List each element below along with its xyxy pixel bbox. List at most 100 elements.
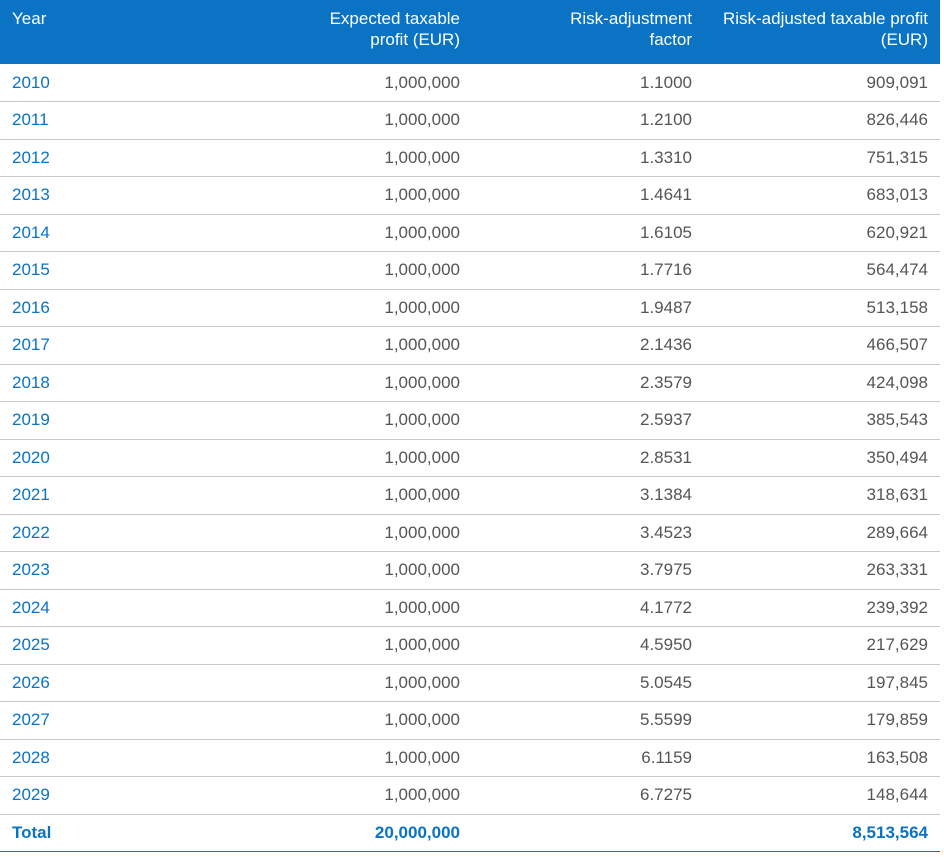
value-cell: 513,158 bbox=[704, 289, 940, 327]
value-cell: 179,859 bbox=[704, 701, 940, 740]
header-text: Risk-adjustment factor bbox=[570, 9, 692, 49]
value-cell: 1.6105 bbox=[472, 214, 704, 252]
table-row: 2023 1,000,000 3.7975 263,331 bbox=[0, 551, 940, 590]
value-cell: 239,392 bbox=[704, 589, 940, 627]
value-cell: 1,000,000 bbox=[220, 589, 472, 627]
value-cell: 683,013 bbox=[704, 176, 940, 215]
value-cell: 1.3310 bbox=[472, 139, 704, 177]
value-cell: 1,000,000 bbox=[220, 626, 472, 665]
year-cell: 2029 bbox=[0, 776, 220, 815]
value-cell: 3.7975 bbox=[472, 551, 704, 590]
value-cell: 1.4641 bbox=[472, 176, 704, 215]
table-row: 2013 1,000,000 1.4641 683,013 bbox=[0, 176, 940, 215]
value-cell: 2.3579 bbox=[472, 364, 704, 402]
year-cell: 2022 bbox=[0, 514, 220, 552]
header-text: Risk-adjusted taxable profit (EUR) bbox=[722, 9, 928, 49]
year-cell: 2025 bbox=[0, 626, 220, 665]
value-cell: 1,000,000 bbox=[220, 514, 472, 552]
table-row: 2022 1,000,000 3.4523 289,664 bbox=[0, 514, 940, 552]
year-cell: 2010 bbox=[0, 64, 220, 102]
table-row: 2012 1,000,000 1.3310 751,315 bbox=[0, 139, 940, 177]
value-cell: 1,000,000 bbox=[220, 439, 472, 477]
value-cell: 1,000,000 bbox=[220, 139, 472, 177]
empty-cell bbox=[472, 814, 704, 852]
year-cell: 2020 bbox=[0, 439, 220, 477]
value-cell: 2.8531 bbox=[472, 439, 704, 477]
value-cell: 751,315 bbox=[704, 139, 940, 177]
value-cell: 163,508 bbox=[704, 739, 940, 777]
value-cell: 5.0545 bbox=[472, 664, 704, 702]
header-cell: Year bbox=[0, 0, 220, 64]
table-row: 2021 1,000,000 3.1384 318,631 bbox=[0, 476, 940, 515]
year-cell: 2017 bbox=[0, 326, 220, 365]
year-cell: 2012 bbox=[0, 139, 220, 177]
value-cell: 3.1384 bbox=[472, 476, 704, 515]
value-cell: 1,000,000 bbox=[220, 401, 472, 440]
value-cell: 424,098 bbox=[704, 364, 940, 402]
value-cell: 909,091 bbox=[704, 64, 940, 102]
value-cell: 1,000,000 bbox=[220, 251, 472, 290]
value-cell: 385,543 bbox=[704, 401, 940, 440]
table-row: 2019 1,000,000 2.5937 385,543 bbox=[0, 401, 940, 440]
year-cell: 2019 bbox=[0, 401, 220, 440]
value-cell: 1,000,000 bbox=[220, 476, 472, 515]
value-cell: 5.5599 bbox=[472, 701, 704, 740]
value-cell: 466,507 bbox=[704, 326, 940, 365]
table-row: 2011 1,000,000 1.2100 826,446 bbox=[0, 101, 940, 140]
value-cell: 2.1436 bbox=[472, 326, 704, 365]
value-cell: 263,331 bbox=[704, 551, 940, 590]
value-cell: 1,000,000 bbox=[220, 289, 472, 327]
table-row: 2027 1,000,000 5.5599 179,859 bbox=[0, 701, 940, 740]
value-cell: 564,474 bbox=[704, 251, 940, 290]
value-cell: 1,000,000 bbox=[220, 64, 472, 102]
year-cell: 2016 bbox=[0, 289, 220, 327]
year-cell: 2024 bbox=[0, 589, 220, 627]
year-cell: 2023 bbox=[0, 551, 220, 590]
year-cell: 2013 bbox=[0, 176, 220, 215]
header-cell: Risk-adjustment factor bbox=[472, 0, 704, 64]
value-cell: 826,446 bbox=[704, 101, 940, 140]
table-row: 2018 1,000,000 2.3579 424,098 bbox=[0, 364, 940, 402]
value-cell: 6.7275 bbox=[472, 776, 704, 815]
value-cell: 1,000,000 bbox=[220, 214, 472, 252]
value-cell: 2.5937 bbox=[472, 401, 704, 440]
value-cell: 1,000,000 bbox=[220, 364, 472, 402]
year-cell: 2026 bbox=[0, 664, 220, 702]
value-cell: 197,845 bbox=[704, 664, 940, 702]
table-body: 2010 1,000,000 1.1000 909,091 2011 1,000,000 1… bbox=[0, 64, 940, 852]
table-row: 2020 1,000,000 2.8531 350,494 bbox=[0, 439, 940, 477]
value-cell: 1,000,000 bbox=[220, 101, 472, 140]
value-cell: 1,000,000 bbox=[220, 551, 472, 590]
year-cell: 2015 bbox=[0, 251, 220, 290]
table-row: 2010 1,000,000 1.1000 909,091 bbox=[0, 64, 940, 102]
year-cell: 2027 bbox=[0, 701, 220, 740]
value-cell: 4.1772 bbox=[472, 589, 704, 627]
table-row: 2017 1,000,000 2.1436 466,507 bbox=[0, 326, 940, 365]
table-row: 2014 1,000,000 1.6105 620,921 bbox=[0, 214, 940, 252]
table-row: 2029 1,000,000 6.7275 148,644 bbox=[0, 776, 940, 815]
value-cell: 4.5950 bbox=[472, 626, 704, 665]
value-cell: 1,000,000 bbox=[220, 664, 472, 702]
total-label: Total bbox=[0, 814, 220, 852]
value-cell: 1,000,000 bbox=[220, 776, 472, 815]
value-cell: 1,000,000 bbox=[220, 701, 472, 740]
year-cell: 2014 bbox=[0, 214, 220, 252]
total-expected: 20,000,000 bbox=[220, 814, 472, 852]
value-cell: 1.9487 bbox=[472, 289, 704, 327]
value-cell: 620,921 bbox=[704, 214, 940, 252]
value-cell: 148,644 bbox=[704, 776, 940, 815]
table-row: 2026 1,000,000 5.0545 197,845 bbox=[0, 664, 940, 702]
value-cell: 6.1159 bbox=[472, 739, 704, 777]
table-row: 2025 1,000,000 4.5950 217,629 bbox=[0, 626, 940, 665]
total-adjusted: 8,513,564 bbox=[704, 814, 940, 852]
table-row: 2016 1,000,000 1.9487 513,158 bbox=[0, 289, 940, 327]
value-cell: 1,000,000 bbox=[220, 326, 472, 365]
value-cell: 350,494 bbox=[704, 439, 940, 477]
header-cell: Risk-adjusted taxable profit (EUR) bbox=[704, 0, 940, 64]
header-text: Expected taxable profit (EUR) bbox=[329, 9, 460, 49]
value-cell: 3.4523 bbox=[472, 514, 704, 552]
table-row: 2024 1,000,000 4.1772 239,392 bbox=[0, 589, 940, 627]
value-cell: 1.1000 bbox=[472, 64, 704, 102]
